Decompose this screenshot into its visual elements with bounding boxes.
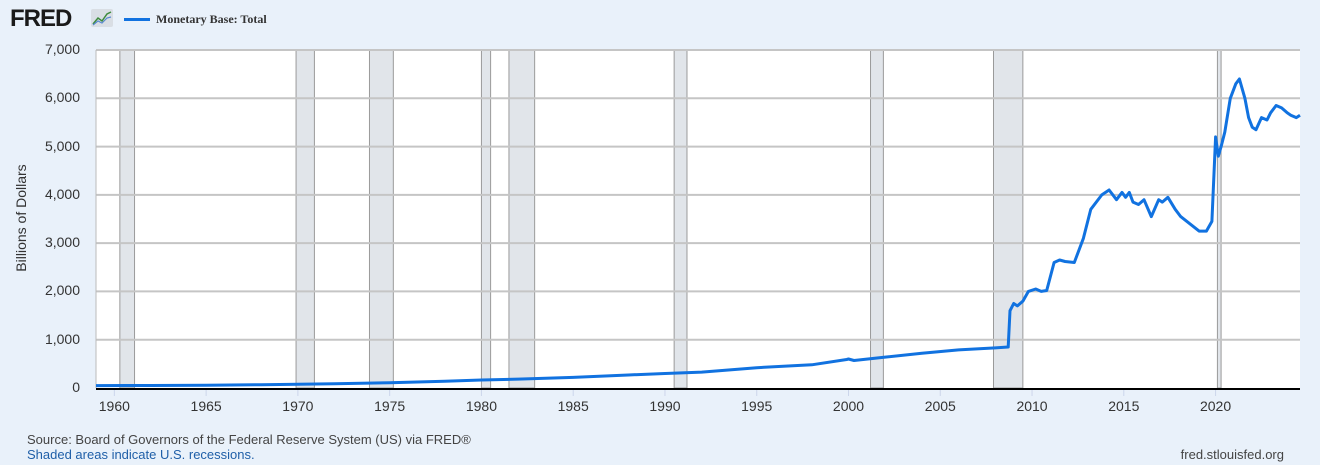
x-tick-label: 2015 [1108,398,1140,414]
x-tick-label: 1970 [282,398,314,414]
x-tick-label: 2010 [1016,398,1048,414]
recession-note-link[interactable]: Shaded areas indicate U.S. recessions. [27,447,255,462]
y-tick-label: 4,000 [44,185,80,202]
chart-line-icon [91,9,113,27]
legend-label: Monetary Base: Total [156,12,267,26]
x-tick-label: 2020 [1199,398,1232,414]
series-line [95,77,1301,388]
x-tick-label: 1985 [557,398,589,414]
y-tick-label: 7,000 [44,41,80,57]
y-tick-label: 5,000 [44,137,80,154]
x-tick-label: 1995 [741,398,773,414]
source-note: Source: Board of Governors of the Federa… [27,432,471,447]
recession-band [480,49,492,389]
x-tick-label: 2005 [924,398,956,414]
legend-swatch [124,18,150,21]
recession-band [368,49,394,389]
recession-band [1216,49,1222,389]
recession-band [119,49,136,389]
chart-legend: Monetary Base: Total [124,12,267,27]
fred-logo[interactable]: FRED [10,5,72,32]
recession-band [870,49,884,389]
y-tick-label: 2,000 [44,282,80,299]
y-tick-label: 3,000 [44,234,80,251]
plot-background [96,50,1300,388]
y-tick-label: 1,000 [44,330,80,347]
recession-band [673,49,688,389]
x-tick-label: 1960 [98,398,130,414]
site-url[interactable]: fred.stlouisfed.org [1180,447,1284,462]
x-tick-label: 2000 [832,398,865,414]
x-tick-label: 1980 [465,398,497,414]
x-tick-label: 1975 [374,398,406,414]
x-tick-label: 1990 [649,398,681,414]
y-tick-label: 0 [72,379,80,395]
recession-band [295,49,315,389]
x-tick-label: 1965 [190,398,222,414]
y-tick-label: 6,000 [44,89,80,106]
recession-band [508,49,536,389]
